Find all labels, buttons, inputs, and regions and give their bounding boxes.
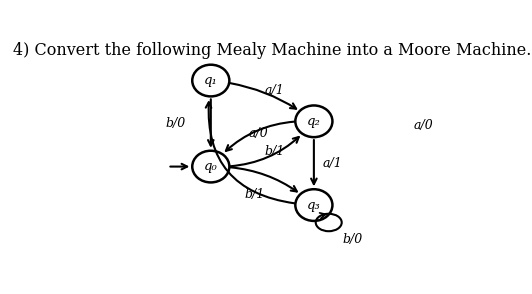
Text: a/0: a/0 — [248, 127, 268, 140]
Text: b/0: b/0 — [343, 233, 363, 245]
Text: q₁: q₁ — [204, 74, 218, 87]
Text: q₃: q₃ — [307, 198, 321, 212]
Text: 4) Convert the following Mealy Machine into a Moore Machine.: 4) Convert the following Mealy Machine i… — [13, 42, 532, 59]
Text: b/0: b/0 — [165, 117, 186, 130]
Text: a/0: a/0 — [413, 119, 433, 132]
Text: q₀: q₀ — [204, 160, 218, 173]
Text: b/1: b/1 — [264, 145, 285, 158]
Text: q₂: q₂ — [307, 115, 321, 128]
Text: a/1: a/1 — [322, 157, 342, 170]
Text: a/1: a/1 — [265, 84, 285, 97]
Text: b/1: b/1 — [244, 188, 264, 201]
